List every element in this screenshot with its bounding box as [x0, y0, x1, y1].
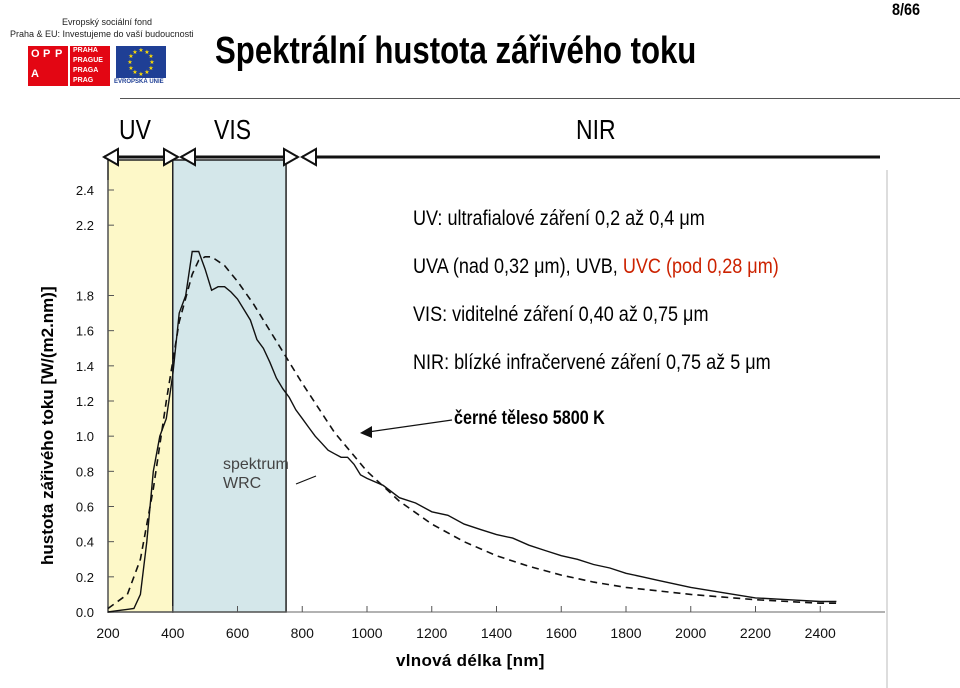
y-tick-label: 2.4: [76, 183, 94, 198]
uva-description: UVA (nad 0,32 μm), UVB, UVC (pod 0,28 μm…: [413, 255, 779, 279]
nir-description: NIR: blízké infračervené záření 0,75 až …: [413, 351, 771, 374]
region-uv: [107, 159, 174, 613]
y-tick-label: 1.6: [76, 324, 94, 339]
region-vis: [172, 159, 287, 613]
y-tick-label: 0.6: [76, 500, 94, 515]
x-tick-label: 2000: [675, 625, 706, 641]
svg-text:★: ★: [148, 65, 153, 72]
opp-logo: O P P A: [28, 46, 68, 86]
svg-text:★: ★: [144, 49, 149, 56]
page-title: Spektrální hustota zářivého toku: [215, 30, 697, 72]
svg-text:★: ★: [144, 69, 149, 76]
x-tick-label: 200: [96, 625, 120, 641]
title-divider: [120, 98, 960, 99]
y-tick-label: 0.4: [76, 535, 94, 550]
eu-flag-icon: ★ ★ ★ ★ ★ ★ ★ ★ ★ ★ ★ ★: [116, 46, 166, 78]
praha-line: PRAHA: [73, 47, 98, 54]
uv-description: UV: ultrafialové záření 0,2 až 0,4 μm: [413, 207, 705, 230]
y-tick-label: 1.4: [76, 359, 94, 374]
band-label-vis: VIS: [214, 114, 252, 145]
eu-label: EVROPSKÁ UNIE: [114, 79, 164, 85]
uv-arrow-head-left: [101, 147, 119, 167]
vis-description: VIS: viditelné záření 0,40 až 0,75 μm: [413, 303, 709, 326]
x-tick-label: 2200: [740, 625, 771, 641]
wrc-label: spektrum WRC: [223, 455, 289, 493]
y-tick-label: 1.0: [76, 429, 94, 444]
opp-letter: P: [55, 48, 63, 60]
y-tick-label: 2.2: [76, 218, 94, 233]
wrc-label-line: WRC: [223, 475, 262, 492]
svg-text:★: ★: [132, 69, 137, 76]
opp-letter: O: [31, 48, 40, 60]
wrc-pointer: [295, 475, 317, 485]
svg-text:★: ★: [138, 71, 143, 78]
x-tick-label: 800: [291, 625, 315, 641]
x-tick-label: 1600: [546, 625, 577, 641]
svg-text:★: ★: [148, 53, 153, 60]
vis-arrow-head-right: [283, 147, 301, 167]
wrc-label-line: spektrum: [223, 456, 289, 473]
x-tick-label: 1000: [351, 625, 382, 641]
opp-letter: P: [43, 48, 51, 60]
blackbody-pointer-head: [360, 426, 372, 438]
praha-line: PRAGUE: [73, 57, 103, 64]
uvc-text: UVC (pod 0,28 μm): [622, 255, 779, 278]
uva-text: UVA (nad 0,32 μm), UVB,: [413, 255, 623, 278]
y-tick-label: 0.0: [76, 605, 94, 620]
x-tick-label: 1800: [610, 625, 641, 641]
logo-line-1: Evropský sociální fond: [62, 17, 153, 27]
logo-line-2: Praha & EU: Investujeme do vaší budoucno…: [10, 29, 194, 39]
band-label-nir: NIR: [576, 114, 616, 145]
y-tick-label: 1.8: [76, 289, 94, 304]
praha-logo: PRAHA PRAGUE PRAGA PRAG: [70, 46, 110, 86]
uv-arrow-head-right: [163, 147, 181, 167]
nir-arrow-head-left: [299, 147, 317, 167]
esf-logo: Evropský sociální fond Praha & EU: Inves…: [6, 8, 196, 88]
page-number: 8/66: [891, 0, 920, 19]
praha-line: PRAGA: [73, 67, 99, 74]
wrc-spectrum-curve: [107, 250, 837, 613]
svg-text:★: ★: [132, 49, 137, 56]
svg-text:★: ★: [138, 47, 143, 54]
svg-text:★: ★: [128, 53, 133, 60]
y-tick-label: 1.2: [76, 394, 94, 409]
band-label-uv: UV: [119, 114, 151, 145]
blackbody-pointer: [367, 419, 453, 433]
y-tick-label: 0.2: [76, 570, 94, 585]
x-tick-label: 2400: [805, 625, 836, 641]
x-axis-title: vlnová délka [nm]: [396, 651, 545, 670]
svg-text:★: ★: [127, 59, 132, 66]
blackbody-label: černé těleso 5800 K: [454, 408, 605, 429]
y-axis-title: hustota zářivého toku [W/(m2.nm)]: [38, 286, 57, 565]
x-tick-label: 600: [226, 625, 250, 641]
opp-letter: A: [31, 68, 39, 80]
x-tick-label: 400: [161, 625, 185, 641]
svg-text:★: ★: [149, 59, 154, 66]
vis-arrow-head-left: [178, 147, 196, 167]
praha-line: PRAG: [73, 77, 94, 84]
blackbody-curve: [107, 255, 837, 610]
svg-text:★: ★: [128, 65, 133, 72]
x-tick-label: 1400: [481, 625, 512, 641]
x-tick-label: 1200: [416, 625, 447, 641]
y-tick-label: 0.8: [76, 464, 94, 479]
